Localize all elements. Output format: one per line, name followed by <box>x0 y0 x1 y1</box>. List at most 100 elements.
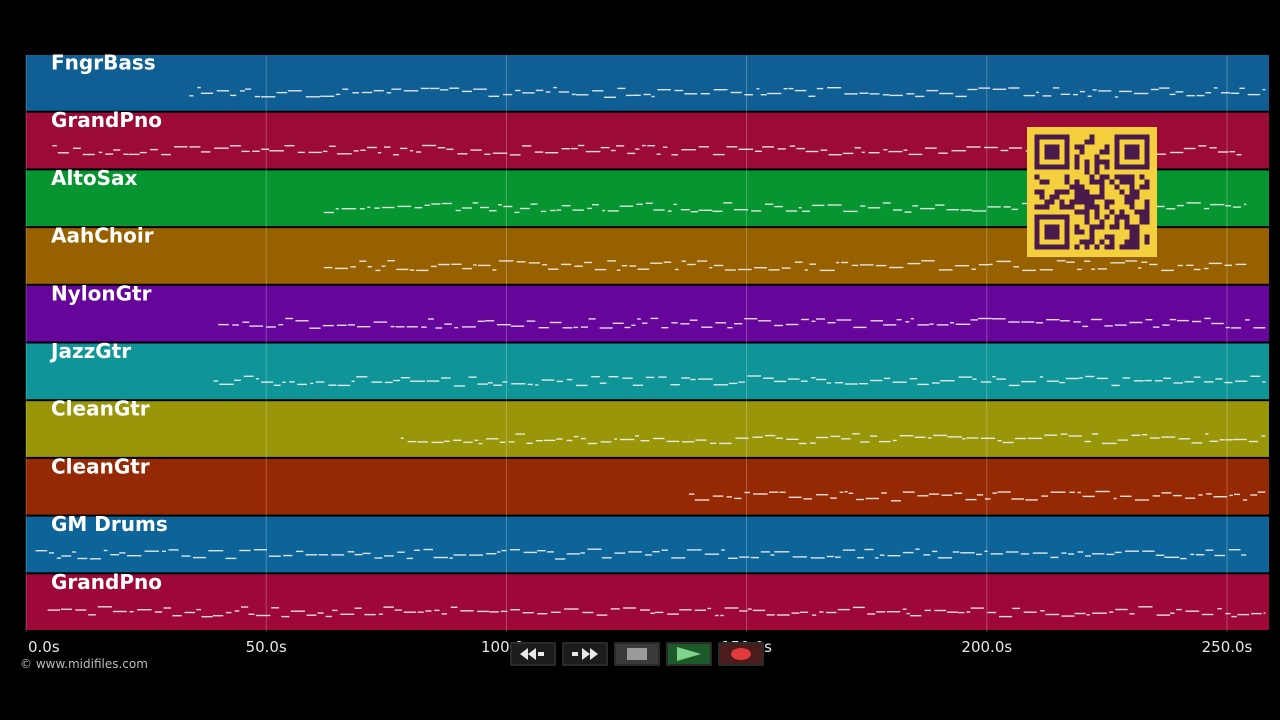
note-mark <box>420 87 430 90</box>
note-mark <box>208 550 224 552</box>
note-mark <box>1225 439 1234 441</box>
note-mark <box>842 549 856 551</box>
note-mark <box>580 552 585 554</box>
note-mark <box>712 495 724 497</box>
note-mark <box>241 606 249 608</box>
record-button[interactable] <box>718 642 764 666</box>
note-mark <box>556 380 563 383</box>
note-mark <box>329 145 336 147</box>
note-mark <box>966 146 981 148</box>
note-mark <box>661 327 669 329</box>
note-mark <box>480 206 489 209</box>
note-mark <box>1205 549 1214 551</box>
note-mark <box>747 375 761 377</box>
note-mark <box>340 613 355 615</box>
note-mark <box>1008 87 1020 89</box>
note-mark <box>422 144 437 147</box>
note-mark <box>488 95 500 97</box>
note-mark <box>1229 494 1233 497</box>
note-mark <box>724 269 736 271</box>
note-mark <box>616 269 621 271</box>
play-button[interactable] <box>666 642 712 666</box>
note-mark <box>287 90 302 92</box>
note-mark <box>803 498 812 500</box>
note-mark <box>501 549 507 552</box>
note-mark <box>654 611 664 614</box>
note-mark <box>1210 203 1225 206</box>
note-mark <box>1134 499 1150 501</box>
track-name: CleanGtr <box>51 454 150 478</box>
note-mark <box>764 203 774 205</box>
note-mark <box>892 381 907 383</box>
note-mark <box>587 548 602 550</box>
note-mark <box>1152 326 1160 328</box>
note-mark <box>97 606 112 608</box>
note-mark <box>1233 438 1247 441</box>
note-mark <box>870 379 883 382</box>
rewind-button[interactable] <box>510 642 556 666</box>
note-mark <box>620 438 635 441</box>
note-mark <box>1061 552 1067 554</box>
note-mark <box>1219 439 1225 441</box>
note-mark <box>537 550 546 552</box>
note-mark <box>785 210 798 212</box>
note-mark <box>936 324 949 326</box>
note-mark <box>1241 554 1247 556</box>
note-mark <box>689 493 695 495</box>
note-mark <box>318 554 328 556</box>
note-mark <box>489 210 497 212</box>
note-mark <box>337 384 351 387</box>
note-mark <box>1052 87 1060 89</box>
note-mark <box>704 553 720 555</box>
note-mark <box>1104 325 1113 327</box>
note-mark <box>1085 555 1091 557</box>
note-mark <box>627 152 636 155</box>
note-mark <box>883 377 891 380</box>
note-mark <box>437 147 446 149</box>
note-mark <box>852 606 865 609</box>
note-mark <box>508 441 515 443</box>
note-mark <box>1261 435 1266 437</box>
note-mark <box>768 269 780 271</box>
note-mark <box>510 325 525 327</box>
note-mark <box>744 318 758 320</box>
note-mark <box>713 89 728 91</box>
note-mark <box>245 88 252 90</box>
note-mark <box>1008 147 1022 149</box>
note-mark <box>1082 325 1089 328</box>
note-mark <box>1085 375 1095 378</box>
note-mark <box>1074 612 1086 615</box>
note-mark <box>1082 495 1095 498</box>
note-mark <box>1005 551 1019 553</box>
note-mark <box>1011 208 1019 211</box>
track-name: FngrBass <box>51 51 156 75</box>
note-mark <box>1025 499 1032 501</box>
track-background <box>26 574 1269 630</box>
note-mark <box>972 378 977 380</box>
note-mark <box>698 146 709 148</box>
stop-button[interactable] <box>614 642 660 666</box>
note-mark <box>573 435 579 438</box>
note-mark <box>582 611 594 614</box>
note-mark <box>834 556 841 558</box>
note-mark <box>526 320 536 322</box>
note-mark <box>966 437 979 439</box>
note-mark <box>403 611 417 613</box>
note-mark <box>1244 203 1247 206</box>
note-mark <box>978 317 992 320</box>
note-mark <box>255 378 260 380</box>
note-mark <box>907 262 921 265</box>
transport-bar <box>510 642 770 670</box>
track-name: CleanGtr <box>51 397 150 421</box>
note-mark <box>1008 384 1020 387</box>
fast-forward-button[interactable] <box>562 642 608 666</box>
note-mark <box>1050 556 1059 559</box>
note-mark <box>530 203 538 205</box>
note-mark <box>1177 264 1183 267</box>
note-mark <box>827 87 842 89</box>
note-mark <box>515 89 521 92</box>
note-mark <box>322 324 334 327</box>
note-mark <box>958 376 972 378</box>
note-mark <box>619 205 634 207</box>
note-mark <box>212 615 224 617</box>
